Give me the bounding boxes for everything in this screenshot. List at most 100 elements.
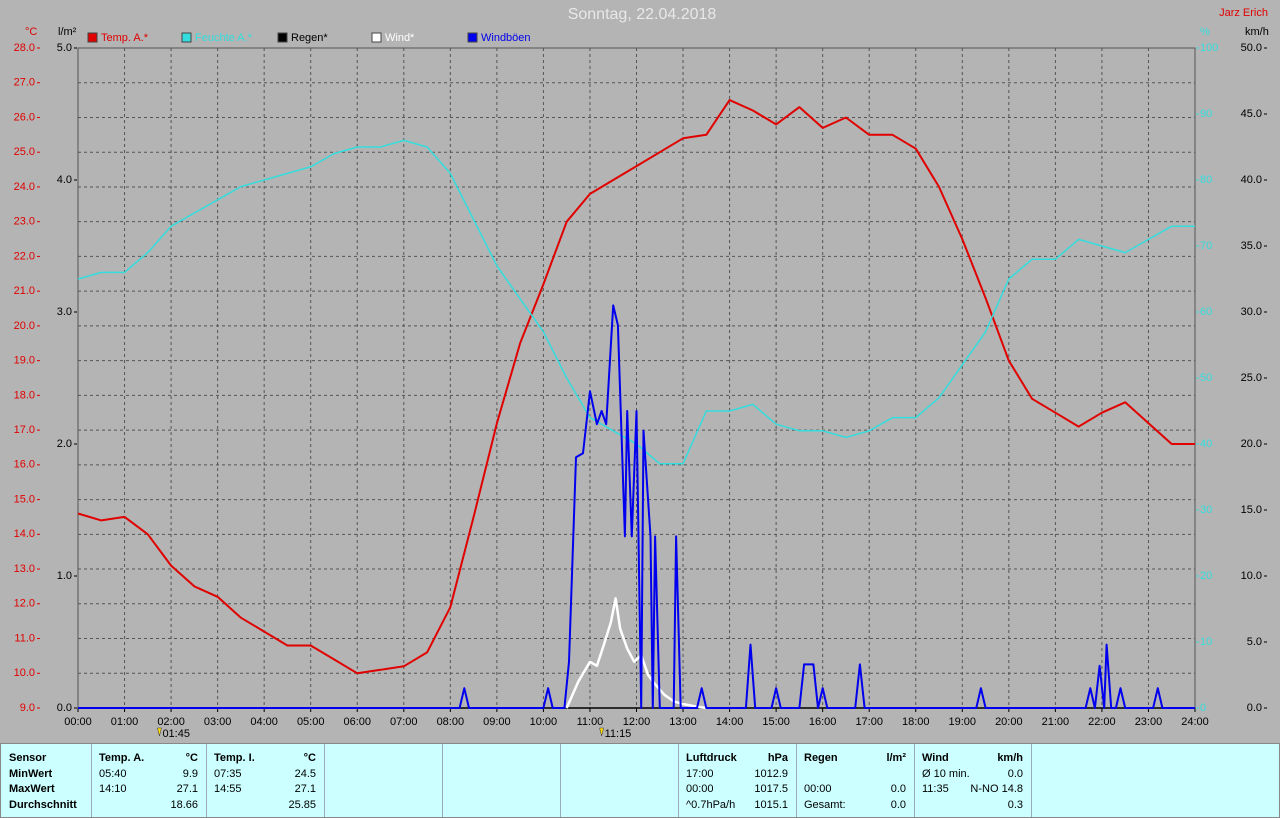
y-tick-label: 30.0 — [1241, 306, 1262, 318]
x-tick-label: 22:00 — [1088, 716, 1116, 728]
table-cell: 05:40 — [99, 767, 127, 780]
axis-unit: km/h — [1245, 26, 1269, 38]
y-tick-label: 80 — [1200, 174, 1212, 186]
y-tick-label: 30 — [1200, 504, 1212, 516]
series-line — [78, 304, 1195, 709]
x-tick-label: 09:00 — [483, 716, 511, 728]
y-tick-label: 19.0 — [14, 355, 35, 367]
y-tick-label: 13.0 — [14, 563, 35, 575]
x-tick-label: 19:00 — [949, 716, 977, 728]
y-tick-label: 0.0 — [1247, 702, 1262, 714]
y-tick-label: 90 — [1200, 108, 1212, 120]
author: Jarz Erich — [1219, 7, 1268, 19]
x-tick-label: 21:00 — [1042, 716, 1070, 728]
table-cell: MaxWert — [9, 783, 55, 795]
x-tick-label: 15:00 — [762, 716, 790, 728]
legend-label: Wind* — [385, 32, 415, 44]
table-cell: 14:10 — [99, 783, 127, 795]
table-header: hPa — [767, 752, 788, 764]
table-cell: 1017.5 — [754, 783, 788, 795]
table-header: °C — [303, 752, 316, 764]
y-tick-label: 14.0 — [14, 528, 35, 540]
legend-swatch — [371, 32, 382, 43]
x-tick-label: 24:00 — [1181, 716, 1209, 728]
y-tick-label: 2.0 — [57, 438, 72, 450]
table-cell: Durchschnitt — [9, 798, 77, 811]
table-cell: 1012.9 — [754, 767, 788, 780]
table-cell: 0.0 — [890, 783, 906, 795]
y-tick-label: 9.0 — [20, 702, 35, 714]
annotation-label: 11:15 — [605, 728, 632, 740]
x-tick-label: 17:00 — [855, 716, 883, 728]
table-cell: 9.9 — [182, 767, 198, 780]
table-cell: 14:55 — [214, 783, 242, 795]
y-tick-label: 60 — [1200, 306, 1212, 318]
y-tick-label: 12.0 — [14, 598, 35, 610]
table-cell: 07:35 — [214, 767, 242, 780]
table-cell: Gesamt: — [804, 798, 846, 811]
table-cell: 27.1 — [294, 783, 316, 795]
y-tick-label: 4.0 — [57, 174, 72, 186]
y-tick-label: 1.0 — [57, 570, 72, 582]
x-tick-label: 16:00 — [809, 716, 837, 728]
table-cell: 0.3 — [1007, 798, 1023, 811]
table-cell: 24.5 — [294, 767, 316, 780]
y-tick-label: 27.0 — [14, 77, 35, 89]
axis-unit: °C — [25, 26, 37, 38]
y-tick-label: 3.0 — [57, 306, 72, 318]
table-header: Luftdruck — [686, 752, 737, 764]
y-tick-label: 22.0 — [14, 250, 35, 262]
x-tick-label: 03:00 — [204, 716, 232, 728]
y-tick-label: 15.0 — [1241, 504, 1262, 516]
legend-swatch — [277, 32, 288, 43]
y-tick-label: 40 — [1200, 438, 1212, 450]
column-separator — [324, 744, 325, 817]
x-tick-label: 00:00 — [64, 716, 92, 728]
legend-swatch — [181, 32, 192, 43]
y-tick-label: 25.0 — [14, 146, 35, 158]
y-tick-label: 40.0 — [1241, 174, 1262, 186]
y-tick-label: 20 — [1200, 570, 1212, 582]
y-tick-label: 15.0 — [14, 493, 35, 505]
y-tick-label: 18.0 — [14, 389, 35, 401]
y-tick-label: 16.0 — [14, 459, 35, 471]
y-tick-label: 70 — [1200, 240, 1212, 252]
table-cell: 1015.1 — [754, 798, 788, 811]
table-cell: 00:00 — [804, 783, 832, 795]
x-tick-label: 13:00 — [669, 716, 697, 728]
table-header: Sensor — [9, 752, 47, 764]
x-tick-label: 01:00 — [111, 716, 139, 728]
table-header: Wind — [922, 752, 949, 764]
column-separator — [442, 744, 443, 817]
x-tick-label: 20:00 — [995, 716, 1023, 728]
series-line — [77, 99, 1195, 675]
x-tick-label: 04:00 — [250, 716, 278, 728]
table-header: Temp. I. — [214, 752, 255, 764]
table-cell: 27.1 — [176, 783, 198, 795]
y-tick-label: 23.0 — [14, 216, 35, 228]
table-cell: 00:00 — [686, 783, 714, 795]
y-tick-label: 10 — [1200, 636, 1212, 648]
table-cell: ^0.7hPa/h — [686, 798, 736, 811]
column-separator — [560, 744, 561, 817]
y-tick-label: 20.0 — [14, 320, 35, 332]
table-cell: MinWert — [9, 767, 53, 780]
table-cell: Ø 10 min. — [922, 767, 970, 780]
table-cell: 0.0 — [1007, 767, 1023, 780]
y-tick-label: 20.0 — [1241, 438, 1262, 450]
table-cell: N-NO 14.8 — [970, 783, 1023, 795]
legend-swatch — [87, 32, 98, 43]
y-tick-label: 10.0 — [1241, 570, 1262, 582]
y-tick-label: 50 — [1200, 372, 1212, 384]
table-cell: 18.66 — [170, 798, 198, 811]
table-cell: 17:00 — [686, 767, 714, 780]
y-tick-label: 24.0 — [14, 181, 35, 193]
y-tick-label: 45.0 — [1241, 108, 1262, 120]
legend-label: Regen* — [291, 32, 328, 44]
y-tick-label: 50.0 — [1241, 42, 1262, 54]
x-tick-label: 18:00 — [902, 716, 930, 728]
annotation-label: 01:45 — [162, 728, 190, 740]
x-tick-label: 02:00 — [157, 716, 185, 728]
column-separator — [678, 744, 679, 817]
